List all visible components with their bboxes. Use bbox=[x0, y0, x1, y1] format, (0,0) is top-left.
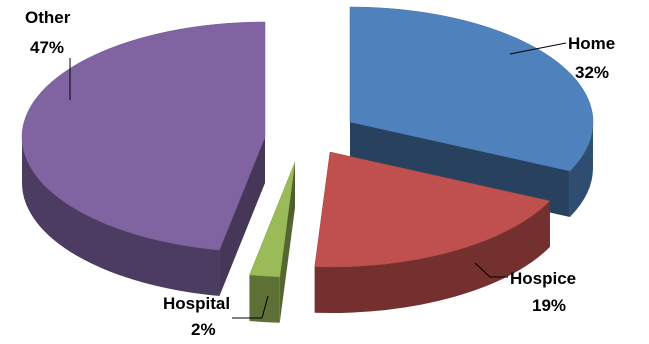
leader-line-hospital bbox=[232, 295, 269, 319]
label-home-value: 32% bbox=[575, 63, 609, 82]
label-home-name: Home bbox=[568, 34, 615, 53]
slice-hospital-wall bbox=[249, 274, 280, 323]
label-hospice-value: 19% bbox=[532, 296, 566, 315]
slice-hospice bbox=[314, 151, 551, 268]
label-hospital-name: Hospital bbox=[163, 294, 230, 313]
leader-line-home bbox=[509, 42, 567, 55]
slice-other-edge bbox=[219, 137, 265, 296]
slice-other bbox=[21, 21, 266, 251]
leader-line-hospice bbox=[474, 262, 508, 278]
slice-home bbox=[349, 6, 594, 172]
label-hospital-value: 2% bbox=[191, 320, 216, 339]
label-hospice-name: Hospice bbox=[510, 269, 576, 288]
slice-hospital bbox=[249, 161, 296, 278]
slice-hospice-wall bbox=[314, 200, 550, 313]
label-other-name: Other bbox=[25, 8, 71, 27]
label-other-value: 47% bbox=[30, 38, 64, 57]
slice-other-side bbox=[22, 137, 265, 296]
slice-home-wall bbox=[569, 122, 593, 217]
slice-other-wall bbox=[22, 137, 220, 296]
